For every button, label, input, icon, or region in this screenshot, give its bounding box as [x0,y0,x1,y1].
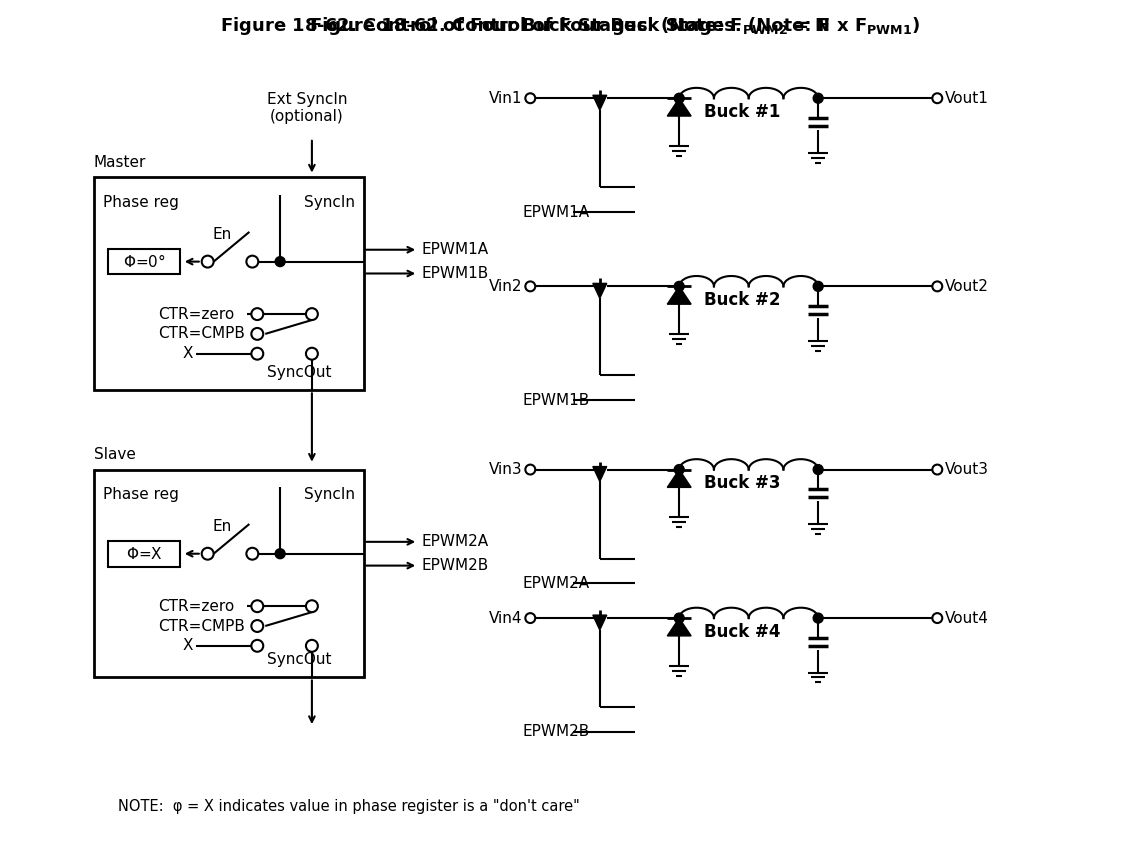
Circle shape [526,613,536,623]
Polygon shape [667,286,691,304]
Circle shape [275,548,285,559]
Text: $\Phi$=0°: $\Phi$=0° [123,253,165,270]
Circle shape [813,281,823,291]
Polygon shape [593,616,606,630]
Text: Vin1: Vin1 [489,91,522,106]
Text: EPWM1B: EPWM1B [421,266,488,281]
Circle shape [526,464,536,475]
Bar [108,249,180,274]
Circle shape [246,548,259,559]
Text: X: X [182,346,194,361]
Text: SyncIn: SyncIn [304,194,355,210]
Text: Ext SyncIn
(optional): Ext SyncIn (optional) [267,92,348,124]
Circle shape [251,308,263,320]
Circle shape [306,308,318,320]
Circle shape [202,256,213,267]
Text: EPWM2A: EPWM2A [522,576,589,591]
Text: X: X [182,638,194,654]
Text: SyncIn: SyncIn [304,486,355,502]
Circle shape [251,600,263,612]
Text: EPWM1A: EPWM1A [522,205,589,220]
Text: Master: Master [93,155,146,170]
Circle shape [933,464,943,475]
Circle shape [306,640,318,652]
Text: CTR=zero: CTR=zero [158,599,235,614]
Polygon shape [593,284,606,298]
Text: EPWM2B: EPWM2B [421,558,488,573]
Text: CTR=CMPB: CTR=CMPB [158,326,245,341]
Text: Figure 18-62. Control of Four Buck Stages. (Note: F: Figure 18-62. Control of Four Buck Stage… [310,17,830,35]
Circle shape [674,464,684,475]
Text: En: En [213,519,233,534]
Circle shape [933,93,943,104]
Text: Phase reg: Phase reg [104,486,179,502]
Text: EPWM1B: EPWM1B [522,393,589,408]
Polygon shape [593,467,606,481]
Text: Buck #2: Buck #2 [705,291,781,309]
Text: Buck #1: Buck #1 [705,103,781,121]
Polygon shape [667,98,691,116]
Circle shape [813,613,823,623]
Text: Vout4: Vout4 [945,610,990,626]
Text: Vin3: Vin3 [489,462,522,477]
Text: Figure 18-62. Control of Four Buck Stages. (Note: $\mathbf{F_{PWM2}}$ = N x $\ma: Figure 18-62. Control of Four Buck Stage… [220,15,920,37]
Text: NOTE:  φ = X indicates value in phase register is a "don't care": NOTE: φ = X indicates value in phase reg… [119,799,580,813]
Circle shape [275,256,285,267]
Polygon shape [667,469,691,487]
Circle shape [251,328,263,340]
Text: SyncOut: SyncOut [267,652,332,667]
Circle shape [202,548,213,559]
Text: Buck #3: Buck #3 [705,475,781,492]
Circle shape [251,620,263,632]
Text: Vout2: Vout2 [945,278,990,294]
Text: Vin4: Vin4 [489,610,522,626]
Circle shape [251,640,263,652]
Text: Phase reg: Phase reg [104,194,179,210]
Polygon shape [667,618,691,636]
Bar [93,177,364,391]
Circle shape [933,281,943,291]
Bar [93,469,364,678]
Circle shape [306,600,318,612]
Circle shape [813,464,823,475]
Text: EPWM1A: EPWM1A [421,242,488,257]
Text: SyncOut: SyncOut [267,365,332,380]
Circle shape [246,256,259,267]
Circle shape [526,93,536,104]
Circle shape [674,613,684,623]
Text: Vout3: Vout3 [945,462,990,477]
Circle shape [306,348,318,360]
Text: Buck #4: Buck #4 [705,623,781,641]
Circle shape [813,93,823,104]
Circle shape [526,281,536,291]
Text: Vout1: Vout1 [945,91,990,106]
Text: CTR=CMPB: CTR=CMPB [158,619,245,633]
Text: EPWM2A: EPWM2A [421,534,488,549]
Bar [108,541,180,566]
Text: $\Phi$=X: $\Phi$=X [125,546,163,562]
Text: En: En [213,227,233,242]
Circle shape [674,93,684,104]
Text: EPWM2B: EPWM2B [522,724,589,739]
Circle shape [251,348,263,360]
Text: CTR=zero: CTR=zero [158,306,235,322]
Text: Slave: Slave [93,447,136,462]
Polygon shape [593,95,606,110]
Circle shape [933,613,943,623]
Circle shape [674,281,684,291]
Text: Vin2: Vin2 [489,278,522,294]
